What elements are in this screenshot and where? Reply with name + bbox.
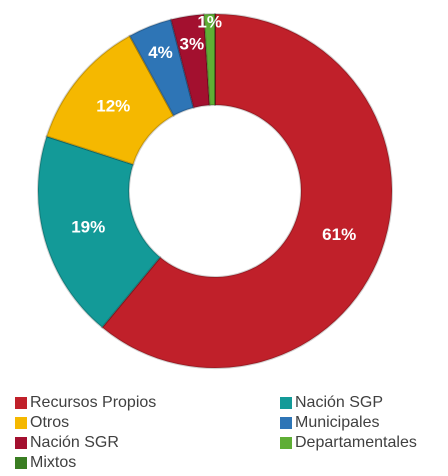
legend-label: Departamentales xyxy=(295,434,417,451)
legend-swatch xyxy=(15,417,27,429)
legend-swatch xyxy=(15,437,27,449)
donut-slice xyxy=(100,12,393,369)
donut-slice xyxy=(169,13,211,109)
value-label: 19% xyxy=(71,217,105,236)
legend-swatch xyxy=(280,397,292,409)
value-label: 4% xyxy=(148,43,173,62)
legend-label: Municipales xyxy=(295,414,379,431)
legend-swatch xyxy=(15,397,27,409)
legend-label: Nación SGR xyxy=(30,434,119,451)
legend-label: Otros xyxy=(30,414,69,431)
legend-label: Mixtos xyxy=(30,454,76,471)
value-label: 12% xyxy=(96,96,130,115)
value-label: 1% xyxy=(197,13,222,32)
legend-swatch xyxy=(280,417,292,429)
legend-swatch xyxy=(15,457,27,469)
legend-label: Nación SGP xyxy=(295,394,383,411)
donut-slice xyxy=(45,34,175,166)
donut-slice xyxy=(202,12,216,107)
value-label: 3% xyxy=(180,34,205,53)
value-label: 61% xyxy=(322,225,356,244)
legend-label: Recursos Propios xyxy=(30,394,156,411)
legend-swatch xyxy=(280,437,292,449)
donut-slice xyxy=(37,135,162,329)
